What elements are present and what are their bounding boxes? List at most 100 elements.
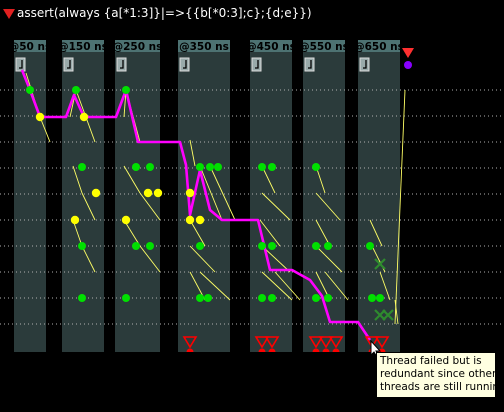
dropped-thread-icon bbox=[374, 258, 386, 270]
pending-node bbox=[143, 188, 153, 198]
pending-node bbox=[153, 188, 163, 198]
thread-line bbox=[261, 165, 276, 194]
time-header-label: @650 ns bbox=[354, 41, 404, 53]
time-header-label: @550 ns bbox=[299, 41, 349, 53]
thread-start-icon bbox=[179, 57, 190, 72]
failed-thread-icon bbox=[374, 336, 390, 349]
thread-line bbox=[81, 245, 96, 273]
thread-line bbox=[369, 219, 383, 247]
failed-thread-icon bbox=[328, 336, 344, 349]
success-node bbox=[404, 61, 412, 69]
thread-line bbox=[261, 192, 291, 221]
active-node bbox=[268, 242, 276, 250]
pending-node bbox=[35, 112, 45, 122]
thread-line bbox=[259, 219, 281, 247]
thread-start-glyph bbox=[308, 60, 312, 69]
active-node bbox=[132, 242, 140, 250]
active-node bbox=[78, 294, 86, 302]
time-header bbox=[250, 40, 292, 52]
active-node bbox=[268, 294, 276, 302]
time-header-label: @350 ns bbox=[179, 41, 229, 53]
active-node bbox=[196, 163, 204, 171]
thread-start-icon bbox=[63, 57, 74, 72]
thread-start-icon bbox=[359, 57, 370, 72]
active-node bbox=[206, 163, 214, 171]
thread-line bbox=[261, 245, 291, 273]
pending-node bbox=[91, 188, 101, 198]
active-node bbox=[258, 294, 266, 302]
active-node bbox=[196, 294, 204, 302]
thread-start-icon bbox=[304, 57, 315, 72]
failed-thread-icon bbox=[318, 336, 334, 349]
thread-line bbox=[199, 165, 223, 221]
thread-start-icon bbox=[116, 57, 127, 72]
pending-node bbox=[121, 215, 131, 225]
active-node bbox=[146, 242, 154, 250]
time-header bbox=[115, 40, 160, 52]
thread-start-glyph bbox=[19, 60, 23, 69]
tooltip-line-3: threads are still running bbox=[380, 381, 504, 393]
tooltip: Thread failed but is redundant since oth… bbox=[376, 352, 504, 398]
time-header bbox=[14, 40, 46, 52]
active-node bbox=[324, 242, 332, 250]
time-header-label: @50 ns bbox=[9, 41, 52, 53]
thread-start-glyph bbox=[67, 60, 71, 69]
failed-node bbox=[186, 348, 194, 352]
thread-line bbox=[315, 245, 343, 273]
active-node bbox=[78, 242, 86, 250]
active-node bbox=[312, 163, 320, 171]
thread-line bbox=[189, 139, 196, 167]
pending-node bbox=[195, 215, 205, 225]
failed-thread-icon bbox=[364, 336, 380, 349]
active-node bbox=[258, 242, 266, 250]
failed-thread-icon bbox=[308, 336, 324, 349]
pending-node bbox=[185, 215, 195, 225]
active-thread-trace bbox=[20, 69, 372, 341]
failed-thread-icon bbox=[254, 336, 270, 349]
thread-line bbox=[72, 219, 83, 247]
active-node bbox=[368, 294, 376, 302]
time-header bbox=[178, 40, 230, 52]
thread-line bbox=[139, 192, 161, 221]
thread-line bbox=[123, 219, 141, 247]
thread-line bbox=[209, 165, 236, 221]
thread-line bbox=[274, 271, 301, 301]
assertion-end-triangle-icon bbox=[402, 48, 414, 58]
time-header-label: @450 ns bbox=[246, 41, 296, 53]
time-column bbox=[250, 40, 292, 352]
failed-node bbox=[322, 348, 330, 352]
active-node bbox=[366, 242, 374, 250]
thread-start-glyph bbox=[255, 60, 259, 69]
active-node bbox=[146, 163, 154, 171]
active-node bbox=[204, 294, 212, 302]
time-column bbox=[178, 40, 230, 352]
tooltip-line-1: Thread failed but is bbox=[380, 355, 482, 367]
thread-line bbox=[324, 271, 349, 301]
failed-thread-icon bbox=[182, 336, 198, 349]
active-node bbox=[324, 294, 332, 302]
active-node bbox=[72, 86, 80, 94]
failed-node bbox=[332, 348, 340, 352]
time-column bbox=[358, 40, 400, 352]
thread-start-glyph bbox=[363, 60, 367, 69]
thread-viewer-canvas[interactable]: @50 ns @150 ns @250 ns @350 ns @450 ns @550 n… bbox=[0, 30, 504, 352]
failed-node bbox=[312, 348, 320, 352]
thread-line bbox=[261, 271, 293, 301]
active-node bbox=[268, 163, 276, 171]
thread-line bbox=[394, 89, 406, 325]
pending-node bbox=[70, 215, 80, 225]
failed-thread-icon bbox=[264, 336, 280, 349]
time-header bbox=[303, 40, 345, 52]
active-node bbox=[122, 86, 130, 94]
thread-line bbox=[72, 165, 83, 194]
thread-line bbox=[139, 245, 161, 273]
thread-start-icon bbox=[15, 57, 26, 72]
thread-start-icon bbox=[251, 57, 262, 72]
time-header bbox=[62, 40, 104, 52]
active-node bbox=[26, 86, 34, 94]
dropped-thread-icon bbox=[382, 309, 394, 321]
thread-line bbox=[81, 192, 96, 221]
active-node bbox=[132, 163, 140, 171]
failed-triangle-icon bbox=[3, 9, 15, 19]
active-node bbox=[376, 294, 384, 302]
